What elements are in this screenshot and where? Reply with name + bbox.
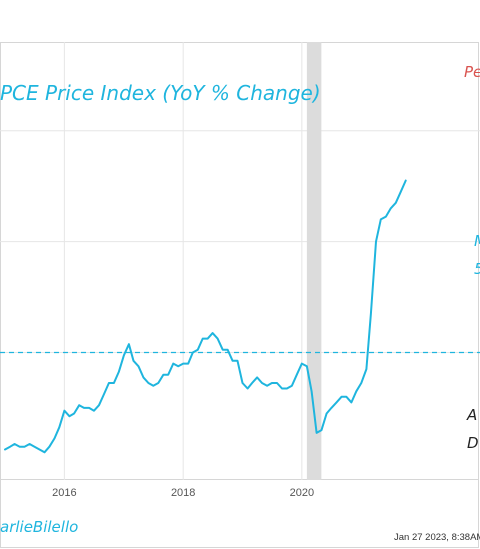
annotation-top-right: Pe [464,63,480,81]
footer-panel [0,479,479,548]
annotation-mid-right-2: 5 [474,260,480,278]
footer-timestamp: Jan 27 2023, 8:38AM [394,532,480,543]
x-tick-label: 2020 [290,487,314,499]
annotation-mid-right-1: M [474,232,480,250]
recession-shading [306,42,322,480]
annotation-lower-right-1: A [466,406,477,424]
x-axis-ticks: 2016 2018 2020 [52,487,314,499]
footer-handle: arlieBilello [0,518,78,536]
annotation-lower-right-2: D [467,434,479,452]
series-layer [4,179,407,454]
chart-title: PCE Price Index (YoY % Change) [0,81,321,105]
recession-band [306,42,322,480]
gridlines [0,42,480,480]
x-tick-label: 2018 [171,487,195,499]
series-line [4,179,407,454]
x-tick-label: 2016 [52,487,76,499]
